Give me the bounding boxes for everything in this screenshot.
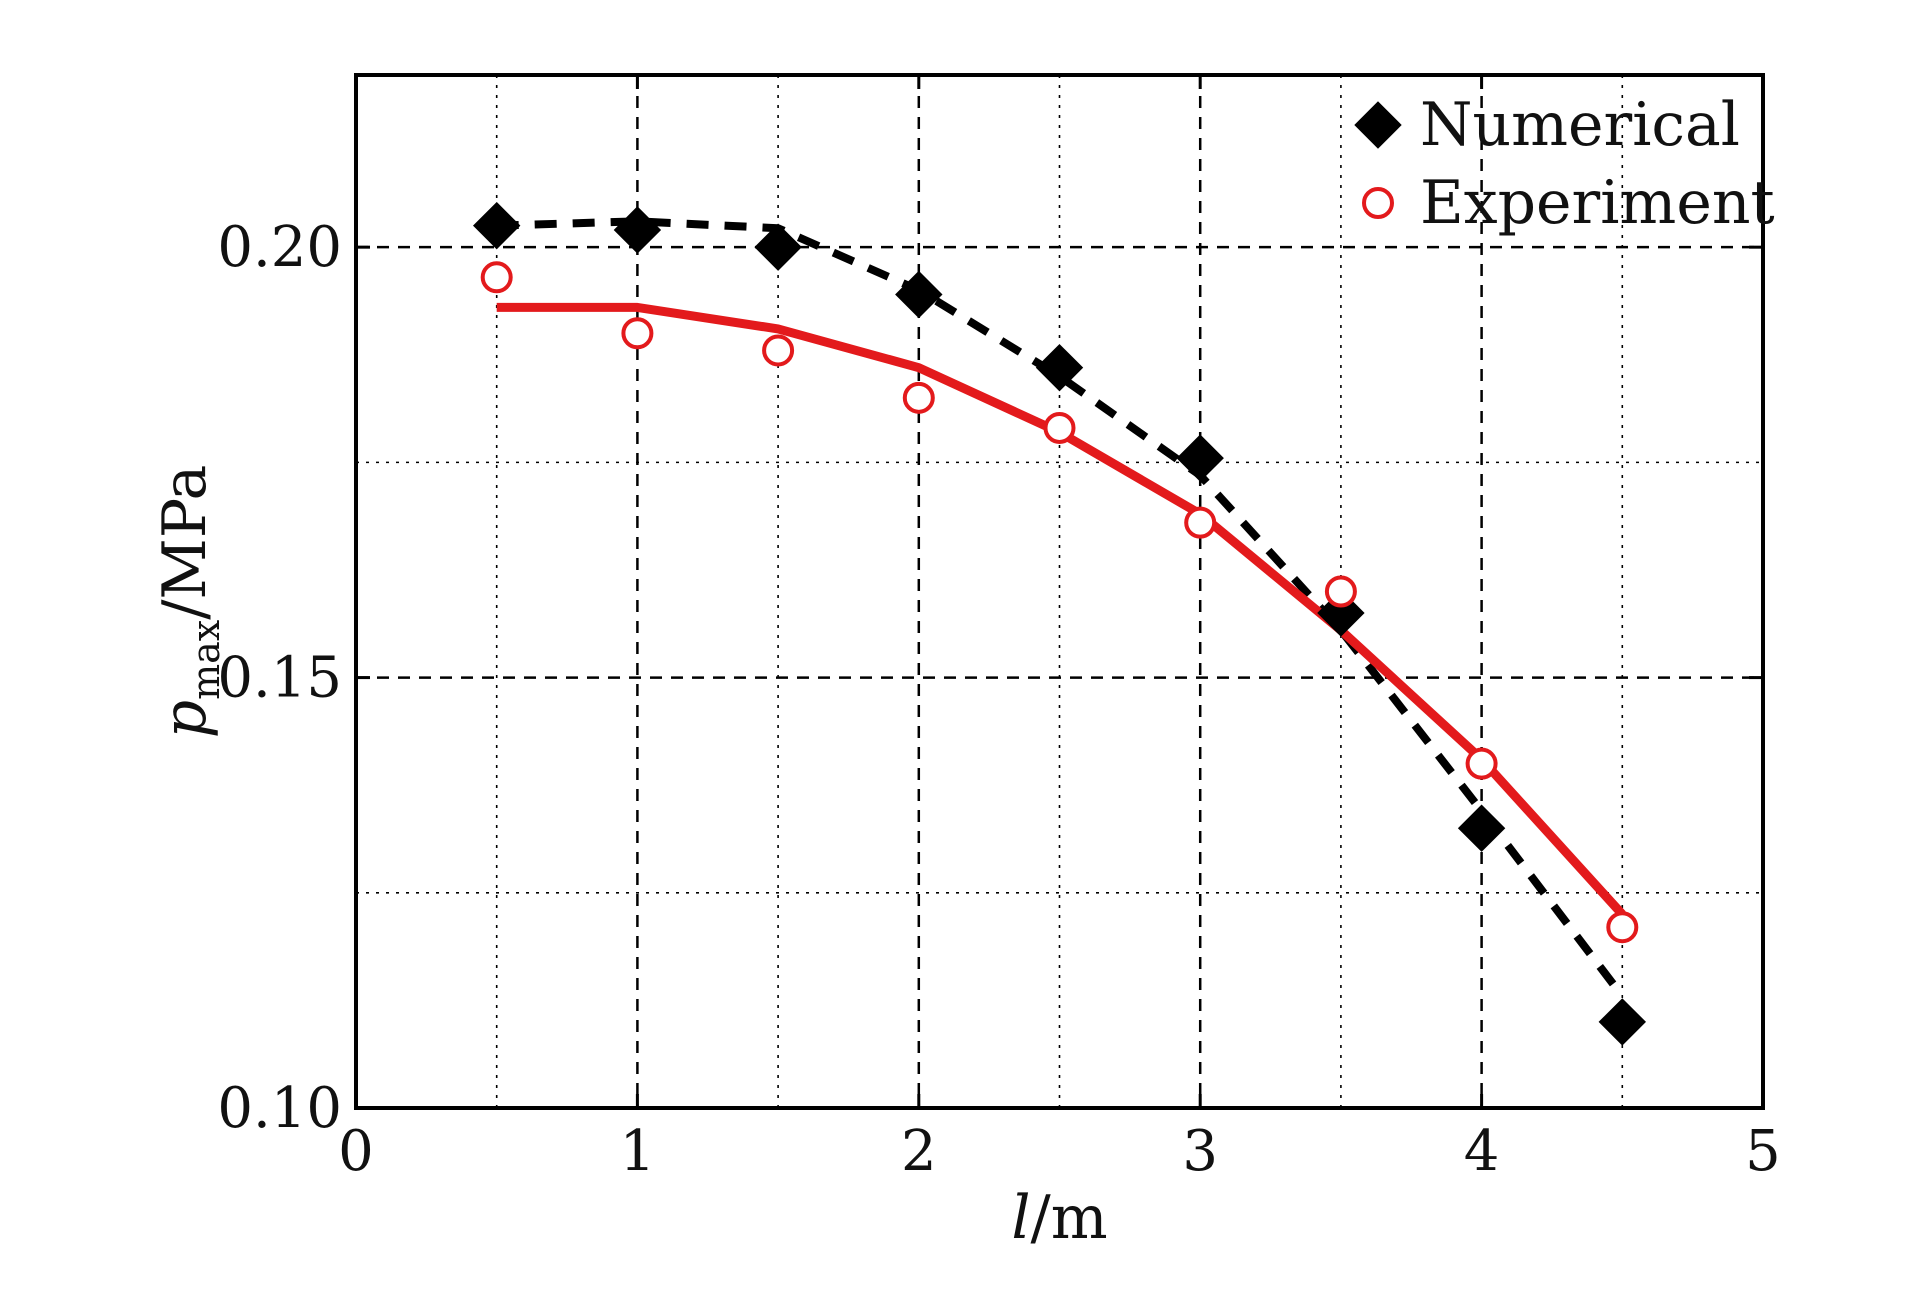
- data-point-1-4: [1043, 411, 1076, 444]
- y-axis-label: pmax/MPa: [150, 465, 228, 739]
- x-axis-label-unit: /m: [1031, 1183, 1108, 1253]
- legend: Numerical Experiment: [1354, 90, 1775, 238]
- data-point-1-5: [1184, 506, 1217, 539]
- x-tick-label: 2: [901, 1119, 937, 1184]
- data-point-1-2: [762, 334, 795, 367]
- x-tick-label: 4: [1464, 1119, 1500, 1184]
- data-point-1-8: [1606, 911, 1639, 944]
- y-tick-label: 0.15: [217, 646, 342, 711]
- data-point-0-3: [895, 270, 943, 319]
- x-tick-label: 3: [1182, 1119, 1218, 1184]
- data-point-1-6: [1324, 575, 1357, 608]
- data-point-0-4: [1035, 343, 1084, 392]
- data-point-1-0: [480, 261, 513, 294]
- data-point-0-5: [1176, 434, 1224, 482]
- data-point-0-1: [613, 206, 662, 254]
- x-tick-label: 5: [1745, 1119, 1781, 1184]
- ticks: 0 1 2 3 4 5 0.10 0.15 0.20: [217, 75, 1781, 1184]
- y-axis-label-unit: /MPa: [150, 465, 220, 620]
- y-axis-label-symbol: p: [150, 700, 220, 738]
- y-tick-label: 0.10: [217, 1076, 342, 1141]
- legend-marker-0: [1354, 101, 1402, 149]
- data-point-0-8: [1598, 998, 1647, 1046]
- data-point-1-7: [1465, 747, 1498, 780]
- data-point-0-0: [472, 201, 521, 250]
- data-markers: [472, 201, 1647, 1046]
- data-point-0-7: [1457, 804, 1506, 852]
- y-tick-label: 0.20: [217, 215, 342, 280]
- series-fit-line-1: [496, 302, 1626, 918]
- plot-frame: [354, 73, 1765, 1110]
- x-tick-label: 1: [620, 1119, 656, 1184]
- x-axis-label-symbol: l: [1011, 1183, 1030, 1253]
- axis-labels: l/m pmax/MPa: [150, 465, 1108, 1253]
- data-point-1-1: [621, 317, 654, 350]
- y-axis-label-subscript: max: [184, 620, 228, 700]
- data-point-0-2: [754, 223, 802, 271]
- legend-label-0: Numerical: [1420, 90, 1740, 160]
- x-tick-label: 0: [338, 1119, 374, 1184]
- x-axis-label: l/m: [1011, 1183, 1107, 1253]
- data-point-1-3: [902, 381, 935, 414]
- legend-marker-1: [1362, 187, 1394, 219]
- legend-label-1: Experiment: [1420, 168, 1775, 238]
